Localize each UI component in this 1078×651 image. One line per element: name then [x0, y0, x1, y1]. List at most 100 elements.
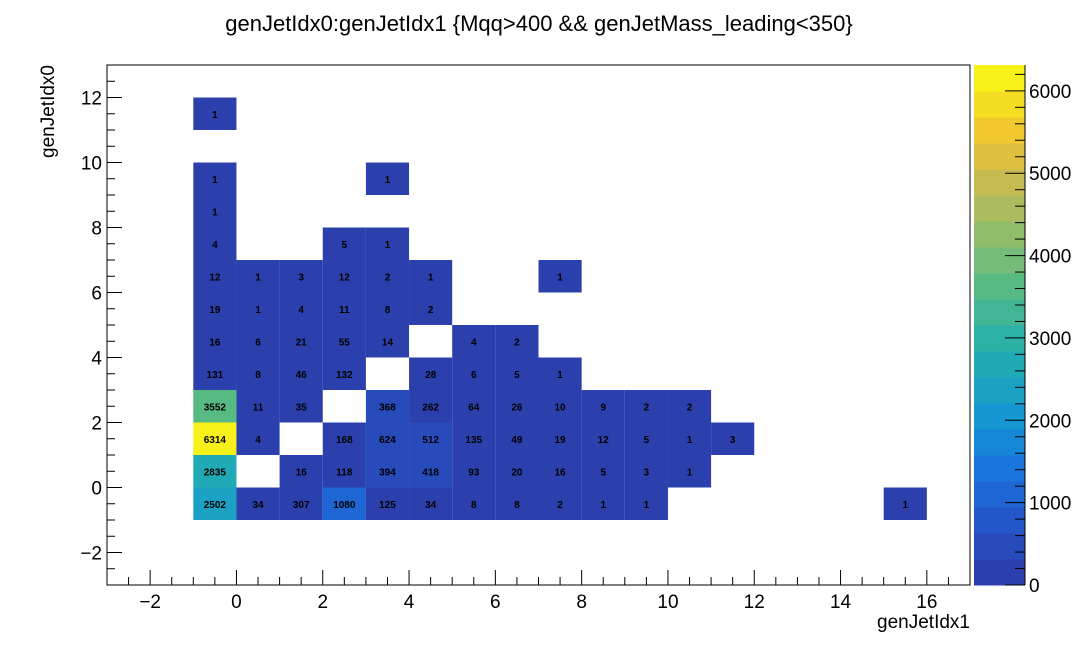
- heatmap-cell: [538, 357, 582, 390]
- heatmap-cell: [365, 487, 410, 520]
- cell-value-label: 35: [296, 402, 308, 413]
- cell-value-label: 14: [382, 337, 394, 348]
- heatmap-cell: [193, 390, 237, 423]
- heatmap-cell: [409, 422, 453, 455]
- palette-band: [974, 533, 1025, 560]
- cell-value-label: 368: [379, 402, 396, 413]
- heatmap-cell: [279, 455, 323, 488]
- heatmap-cell: [279, 325, 323, 358]
- cell-value-label: 1: [255, 305, 261, 316]
- cell-value-label: 624: [379, 435, 396, 446]
- heatmap-cell: [452, 325, 496, 358]
- cell-value-label: 5: [514, 370, 520, 381]
- cell-value-label: 1: [687, 467, 693, 478]
- palette-band: [974, 559, 1025, 586]
- heatmap-cell: [495, 422, 539, 455]
- heatmap-cell: [279, 357, 323, 390]
- heatmap-cell: [193, 195, 237, 228]
- heatmap-cell: [365, 455, 410, 488]
- x-tick-label: 12: [744, 592, 765, 613]
- cell-value-label: 6: [471, 370, 477, 381]
- heatmap-cell: [538, 422, 582, 455]
- heatmap-cell: [236, 260, 280, 293]
- heatmap-cells: [193, 97, 927, 520]
- cell-value-label: 12: [209, 272, 221, 283]
- cell-value-label: 2835: [204, 467, 227, 478]
- cell-value-label: 3: [730, 435, 736, 446]
- y-tick-label: −2: [80, 544, 102, 565]
- heatmap-cell: [409, 292, 453, 325]
- cell-value-label: 1: [212, 175, 218, 186]
- z-tick-label: 2000: [1029, 411, 1071, 432]
- cell-value-label: 93: [468, 467, 480, 478]
- z-tick-label: 6000: [1029, 82, 1071, 103]
- heatmap-cell: [409, 357, 453, 390]
- palette-band: [974, 195, 1025, 222]
- cell-value-label: 4: [212, 240, 218, 251]
- z-tick-label: 1000: [1029, 494, 1071, 515]
- heatmap-cell: [365, 390, 410, 423]
- color-palette: [974, 65, 1025, 586]
- palette-band: [974, 507, 1025, 534]
- cell-value-label: 1: [687, 435, 693, 446]
- heatmap-cell: [581, 422, 625, 455]
- x-tick-label: 6: [490, 592, 501, 613]
- cell-value-label: 2: [644, 402, 650, 413]
- cell-value-label: 1080: [333, 500, 356, 511]
- heatmap-cell: [452, 455, 496, 488]
- palette-band: [974, 481, 1025, 508]
- heatmap-cell: [193, 97, 237, 130]
- heatmap-cell: [495, 357, 539, 390]
- cell-value-label: 1: [428, 272, 434, 283]
- cell-value-label: 2: [557, 500, 563, 511]
- heatmap-cell: [193, 455, 237, 488]
- heatmap-cell: [279, 260, 323, 293]
- x-tick-label: 2: [317, 592, 328, 613]
- cell-value-label: 4: [298, 305, 304, 316]
- cell-value-label: 2: [514, 337, 520, 348]
- cell-value-label: 131: [207, 370, 224, 381]
- cell-value-label: 8: [385, 305, 391, 316]
- heatmap-cell: [452, 422, 496, 455]
- heatmap-cell: [667, 422, 712, 455]
- heatmap-cell: [452, 487, 496, 520]
- cell-value-label: 1: [385, 175, 391, 186]
- heatmap-cell: [365, 422, 410, 455]
- y-tick-label: 12: [81, 89, 102, 110]
- chart-title: genJetIdx0:genJetIdx1 {Mqq>400 && genJet…: [225, 11, 852, 36]
- x-tick-label: 8: [576, 592, 587, 613]
- heatmap-cell: [667, 455, 712, 488]
- heatmap-cell: [365, 162, 410, 195]
- x-tick-label: −2: [139, 592, 161, 613]
- cell-value-label: 168: [336, 435, 353, 446]
- cell-value-label: 46: [296, 370, 308, 381]
- heatmap-cell: [409, 455, 453, 488]
- heatmap-cell: [495, 390, 539, 423]
- heatmap-cell: [322, 487, 366, 520]
- cell-value-label: 394: [379, 467, 396, 478]
- heatmap-cell: [495, 487, 539, 520]
- y-tick-label: 8: [91, 219, 102, 240]
- x-axis-label: genJetIdx1: [877, 612, 970, 633]
- z-tick-label: 3000: [1029, 329, 1071, 350]
- heatmap-cell: [193, 292, 237, 325]
- cell-value-label: 2502: [204, 500, 227, 511]
- cell-value-label: 49: [511, 435, 523, 446]
- palette-band: [974, 377, 1025, 404]
- cell-value-label: 34: [252, 500, 264, 511]
- heatmap-cell: [667, 390, 712, 423]
- cell-value-label: 55: [339, 337, 351, 348]
- heatmap-cell: [279, 390, 323, 423]
- cell-value-label: 6: [255, 337, 261, 348]
- heatmap-cell: [193, 422, 237, 455]
- palette-band: [974, 273, 1025, 300]
- heatmap-cell: [322, 422, 366, 455]
- y-tick-label: 2: [91, 414, 102, 435]
- palette-band: [974, 117, 1025, 144]
- cell-value-label: 1: [644, 500, 650, 511]
- heatmap-cell: [452, 390, 496, 423]
- heatmap-cell: [409, 260, 453, 293]
- cell-value-label: 8: [514, 500, 520, 511]
- cell-value-label: 2: [428, 305, 434, 316]
- heatmap-cell: [711, 422, 755, 455]
